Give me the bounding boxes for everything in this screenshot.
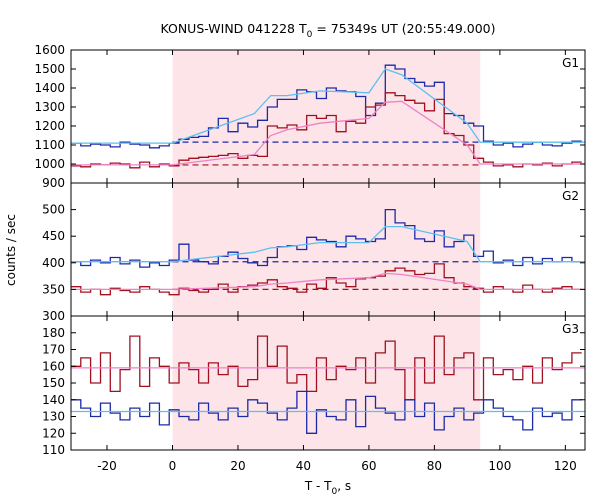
y-tick-label: 1000: [34, 157, 65, 171]
x-tick-label: 100: [488, 459, 511, 473]
y-tick-label: 120: [42, 426, 65, 440]
y-tick-label: 130: [42, 410, 65, 424]
series-pink-model: [71, 272, 585, 291]
y-tick-label: 150: [42, 376, 65, 390]
series-red: [71, 92, 582, 169]
y-tick-label: 500: [42, 203, 65, 217]
series-red: [71, 335, 582, 401]
y-tick-label: 110: [42, 443, 65, 457]
y-tick-label: 1600: [34, 43, 65, 57]
panel-label: G1: [562, 56, 579, 70]
panel-g1: 900 1000 1100 1200 1300 1400 1500 1600 G1: [34, 43, 586, 190]
y-tick-label: 140: [42, 393, 65, 407]
y-tick-label: 400: [42, 256, 65, 270]
x-axis-label: T - T0, s: [304, 479, 351, 497]
panel-label: G3: [562, 322, 579, 336]
x-tick-label: 0: [169, 459, 177, 473]
chart-title: KONUS-WIND 041228 T0 = 75349s UT (20:55:…: [160, 21, 495, 40]
y-tick-label: 1200: [34, 119, 65, 133]
panel-g3: 110 120 130 140 150 160 170 180 G3: [42, 315, 586, 457]
y-tick-label: 1400: [34, 81, 65, 95]
y-tick-label: 170: [42, 343, 65, 357]
y-tick-label: 1100: [34, 138, 65, 152]
y-tick-label: 180: [42, 326, 65, 340]
x-tick-label: 120: [554, 459, 577, 473]
plot-area: 9001000110012001300140015001600G13003504…: [34, 43, 586, 473]
series-blue: [71, 64, 582, 149]
y-tick-label: 900: [42, 176, 65, 190]
panel-label: G2: [562, 189, 579, 203]
burst-interval-shade: [172, 183, 481, 316]
series-light-blue-model: [71, 225, 585, 263]
series-blue: [71, 208, 582, 268]
series-blue: [71, 390, 582, 434]
series-light-blue-model: [71, 68, 585, 144]
x-tick-label: 20: [230, 459, 245, 473]
series-pink-model: [71, 100, 585, 166]
y-tick-label: 300: [42, 309, 65, 323]
y-tick-label: 350: [42, 282, 65, 296]
y-axis-label: counts / sec: [4, 214, 18, 286]
panel-g2: 300 350 400 450 500 G2: [42, 182, 586, 323]
y-tick-label: 1500: [34, 62, 65, 76]
x-tick-label: 60: [361, 459, 376, 473]
y-tick-label: 160: [42, 359, 65, 373]
x-tick-label: 40: [296, 459, 311, 473]
x-tick-label: -20: [97, 459, 117, 473]
x-tick-label: 80: [427, 459, 442, 473]
y-tick-label: 450: [42, 229, 65, 243]
y-tick-label: 1300: [34, 100, 65, 114]
